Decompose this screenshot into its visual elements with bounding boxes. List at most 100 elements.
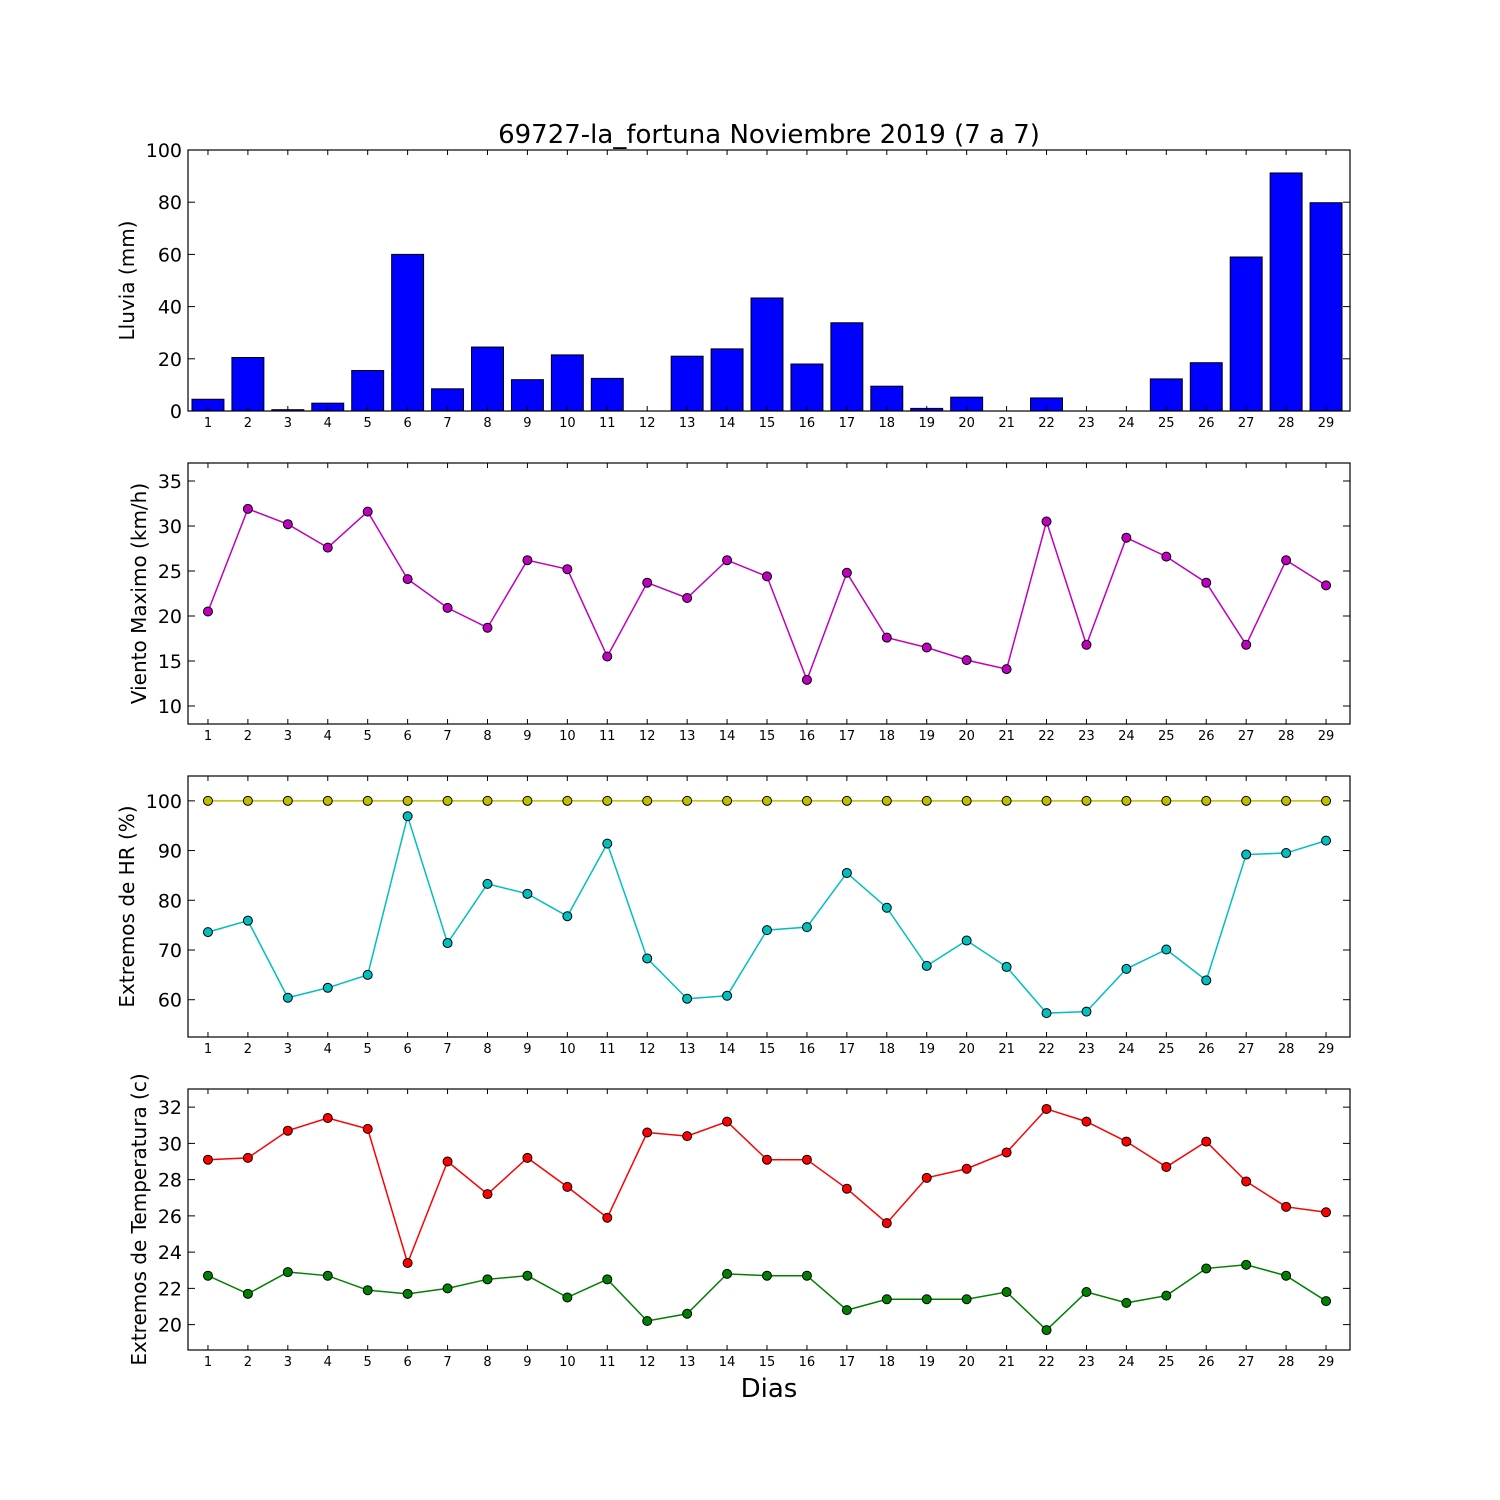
x-tick-label: 3 xyxy=(284,729,292,744)
point-series-1-day-25 xyxy=(1161,1161,1172,1172)
x-tick-label: 27 xyxy=(1238,1355,1255,1370)
x-tick-label: 10 xyxy=(559,729,576,744)
point-series-1-day-13 xyxy=(682,593,693,603)
bar-day-27 xyxy=(1229,256,1263,412)
axes-frame xyxy=(187,1088,1351,1351)
x-tick-label: 8 xyxy=(483,729,491,744)
x-tick-label: 11 xyxy=(599,416,616,431)
point-series-2-day-18 xyxy=(881,902,892,913)
point-series-1-day-6 xyxy=(402,795,413,806)
point-series-1-day-14 xyxy=(722,1116,733,1127)
point-series-1-day-12 xyxy=(642,1127,653,1138)
bar-day-16 xyxy=(790,363,824,412)
x-tick-label: 9 xyxy=(523,729,531,744)
point-series-2-day-16 xyxy=(801,922,812,933)
y-tick-label: 20 xyxy=(158,349,182,371)
y-tick-label: 100 xyxy=(146,140,182,162)
x-tick-label: 12 xyxy=(639,729,656,744)
x-tick-label: 28 xyxy=(1278,729,1295,744)
point-series-2-day-12 xyxy=(642,1316,653,1326)
point-series-2-day-26 xyxy=(1201,975,1212,986)
point-series-1-day-20 xyxy=(961,795,972,806)
x-tick-label: 25 xyxy=(1158,1355,1175,1370)
point-series-2-day-18 xyxy=(881,1294,892,1305)
x-tick-label: 7 xyxy=(443,1042,451,1057)
x-tick-label: 20 xyxy=(958,1042,975,1057)
point-series-1-day-21 xyxy=(1001,1147,1012,1158)
point-series-1-day-18 xyxy=(881,795,892,806)
bar-day-11 xyxy=(590,377,624,412)
point-series-2-day-4 xyxy=(322,982,333,993)
point-series-1-day-11 xyxy=(602,1212,613,1223)
x-tick-label: 23 xyxy=(1078,1042,1095,1057)
point-series-1-day-10 xyxy=(562,564,573,575)
point-series-2-day-11 xyxy=(602,1274,613,1285)
point-series-1-day-18 xyxy=(881,1218,892,1229)
x-tick-label: 23 xyxy=(1078,729,1095,744)
x-tick-label: 23 xyxy=(1078,416,1095,431)
x-tick-label: 5 xyxy=(364,729,372,744)
y-tick-label: 22 xyxy=(158,1278,182,1300)
point-series-1-day-27 xyxy=(1241,795,1252,806)
x-tick-label: 26 xyxy=(1198,729,1215,744)
point-series-1-day-29 xyxy=(1321,795,1332,806)
point-series-1-day-9 xyxy=(522,555,533,566)
x-tick-label: 2 xyxy=(244,1042,252,1057)
x-tick-label: 15 xyxy=(759,416,776,431)
x-tick-label: 6 xyxy=(403,416,411,431)
bar-day-9 xyxy=(510,379,544,412)
x-tick-label: 8 xyxy=(483,1355,491,1370)
subplot-4: 1 2 3 4 5 6 7 8 9 10 11 12 13 14 15 16 17 18 19 20 21 22 23 24 2… xyxy=(127,1073,1351,1370)
x-tick-label: 16 xyxy=(799,1042,816,1057)
x-tick-label: 2 xyxy=(244,416,252,431)
point-series-2-day-7 xyxy=(442,1283,453,1294)
point-series-1-day-28 xyxy=(1281,1201,1292,1212)
point-series-2-day-2 xyxy=(242,1288,253,1299)
point-series-2-day-1 xyxy=(202,1270,213,1281)
x-tick-label: 26 xyxy=(1198,1042,1215,1057)
point-series-1-day-20 xyxy=(961,655,972,666)
bar-day-26 xyxy=(1189,362,1223,412)
point-series-2-day-11 xyxy=(602,838,613,849)
point-series-2-day-24 xyxy=(1121,1297,1132,1308)
point-series-2-day-22 xyxy=(1041,1325,1052,1336)
x-tick-label: 19 xyxy=(918,1355,935,1370)
point-series-1-day-24 xyxy=(1121,532,1132,543)
point-series-1-day-16 xyxy=(801,1154,812,1165)
x-tick-label: 14 xyxy=(719,1355,736,1370)
point-series-1-day-17 xyxy=(841,567,852,578)
point-series-1-day-25 xyxy=(1161,795,1172,806)
x-tick-label: 16 xyxy=(799,416,816,431)
axes-frame xyxy=(187,775,1351,1038)
x-tick-label: 21 xyxy=(998,729,1015,744)
point-series-1-day-14 xyxy=(722,795,733,806)
x-tick-label: 10 xyxy=(559,416,576,431)
x-tick-label: 6 xyxy=(403,1355,411,1370)
x-tick-label: 13 xyxy=(679,1042,696,1057)
subplot-2: 1 2 3 4 5 6 7 8 9 10 11 12 13 14 15 16 17 18 19 20 21 22 23 24 2… xyxy=(127,462,1351,744)
point-series-1-day-15 xyxy=(762,571,773,582)
x-tick-label: 29 xyxy=(1318,1042,1335,1057)
x-tick-label: 26 xyxy=(1198,416,1215,431)
x-tick-label: 4 xyxy=(324,1042,332,1057)
x-tick-label: 25 xyxy=(1158,1042,1175,1057)
x-tick-label: 4 xyxy=(324,416,332,431)
bar-day-29 xyxy=(1309,202,1343,412)
x-tick-label: 20 xyxy=(958,416,975,431)
x-tick-label: 24 xyxy=(1118,1355,1135,1370)
point-series-2-day-25 xyxy=(1161,944,1172,955)
point-series-1-day-16 xyxy=(801,795,812,806)
x-tick-label: 1 xyxy=(204,1355,212,1370)
x-tick-label: 1 xyxy=(204,416,212,431)
x-tick-label: 24 xyxy=(1118,1042,1135,1057)
bar-day-10 xyxy=(550,354,584,412)
point-series-1-day-21 xyxy=(1001,664,1012,675)
x-tick-label: 2 xyxy=(244,729,252,744)
point-series-1-day-29 xyxy=(1321,1207,1332,1218)
x-tick-label: 8 xyxy=(483,1042,491,1057)
point-series-2-day-19 xyxy=(921,1294,932,1305)
x-tick-label: 9 xyxy=(523,416,531,431)
point-series-2-day-26 xyxy=(1201,1263,1212,1274)
y-tick-label: 30 xyxy=(158,516,182,538)
point-series-1-day-9 xyxy=(522,1152,533,1163)
